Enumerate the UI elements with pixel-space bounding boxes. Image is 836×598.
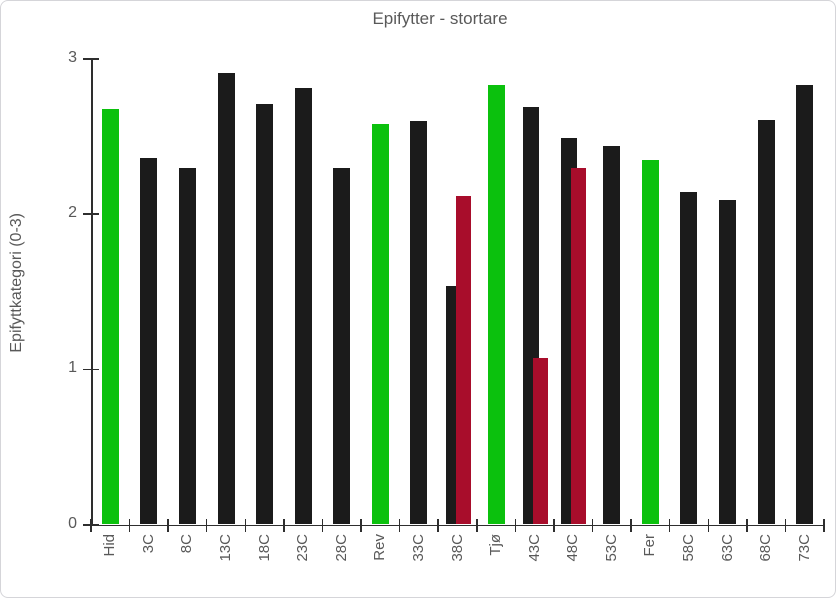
- x-tick-label-Rev: Rev: [371, 534, 389, 561]
- x-tick-label-63C: 63C: [718, 534, 736, 562]
- x-tick-14: [630, 519, 632, 532]
- x-tick-16: [707, 519, 709, 532]
- x-tick-4: [244, 519, 247, 532]
- y-tick-3: [83, 58, 99, 60]
- chart-title: Epifytter - stortare: [372, 9, 508, 28]
- bar-18C: [256, 103, 274, 525]
- x-tick-19: [823, 519, 825, 532]
- x-tick-label-73C: 73C: [795, 534, 813, 562]
- x-tick-label-8C: 8C: [178, 534, 196, 554]
- x-tick-label-53C: 53C: [602, 534, 620, 562]
- x-tick-13: [591, 519, 594, 532]
- x-tick-label-13C: 13C: [217, 534, 235, 562]
- x-tick-label-68C: 68C: [757, 534, 775, 562]
- bar-43C-darkred: [532, 358, 548, 525]
- bar-Tjø: [487, 85, 505, 525]
- x-tick-label-58C: 58C: [679, 534, 697, 562]
- y-tick-1: [83, 368, 99, 371]
- bar-Fer: [641, 159, 659, 525]
- x-tick-7: [360, 519, 362, 532]
- bar-13C: [217, 72, 235, 525]
- x-tick-label-23C: 23C: [294, 534, 312, 562]
- bar-68C: [757, 119, 775, 525]
- bar-Rev: [371, 124, 389, 525]
- y-axis-title: Epifyttkategori (0-3): [8, 213, 25, 353]
- x-tick-11: [514, 519, 517, 532]
- bar-58C: [680, 192, 698, 525]
- y-tick-label-0: 0: [68, 514, 77, 532]
- bar-23C: [294, 88, 312, 525]
- x-tick-label-48C: 48C: [564, 534, 582, 562]
- x-tick-label-Hid: Hid: [101, 534, 119, 557]
- bar-38C-darkred: [455, 195, 471, 525]
- bar-8C: [178, 167, 196, 525]
- x-tick-2: [167, 519, 169, 532]
- bar-73C: [796, 85, 814, 525]
- y-tick-label-1: 1: [68, 359, 77, 377]
- x-tick-5: [283, 519, 285, 532]
- y-tick-label-3: 3: [68, 49, 77, 66]
- x-axis-line: [83, 524, 824, 526]
- bar-28C: [333, 167, 351, 525]
- bar-63C: [719, 200, 737, 525]
- x-tick-10: [476, 519, 478, 532]
- x-tick-0: [90, 519, 92, 532]
- y-tick-2: [83, 213, 99, 215]
- x-tick-label-3C: 3C: [139, 534, 157, 554]
- bar-3C: [140, 158, 158, 525]
- x-tick-label-33C: 33C: [409, 534, 427, 562]
- bar-48C-darkred: [571, 167, 587, 525]
- x-tick-12: [553, 519, 555, 532]
- x-tick-6: [321, 519, 324, 532]
- x-tick-1: [128, 519, 131, 532]
- x-tick-3: [205, 519, 208, 532]
- y-tick-label-2: 2: [68, 204, 77, 222]
- x-tick-label-28C: 28C: [332, 534, 350, 562]
- bar-33C: [410, 121, 428, 525]
- x-tick-18: [784, 519, 787, 532]
- bar-53C: [603, 145, 621, 525]
- x-tick-15: [668, 519, 671, 532]
- bar-Hid: [101, 108, 119, 525]
- x-tick-8: [398, 519, 401, 532]
- x-tick-9: [437, 519, 439, 532]
- x-tick-label-Tjø: Tjø: [487, 534, 505, 556]
- x-tick-label-Fer: Fer: [641, 534, 659, 557]
- y-axis-line: [91, 59, 93, 525]
- x-tick-label-18C: 18C: [255, 534, 273, 562]
- x-tick-label-38C: 38C: [448, 534, 466, 562]
- x-tick-17: [746, 519, 748, 532]
- x-tick-label-43C: 43C: [525, 534, 543, 562]
